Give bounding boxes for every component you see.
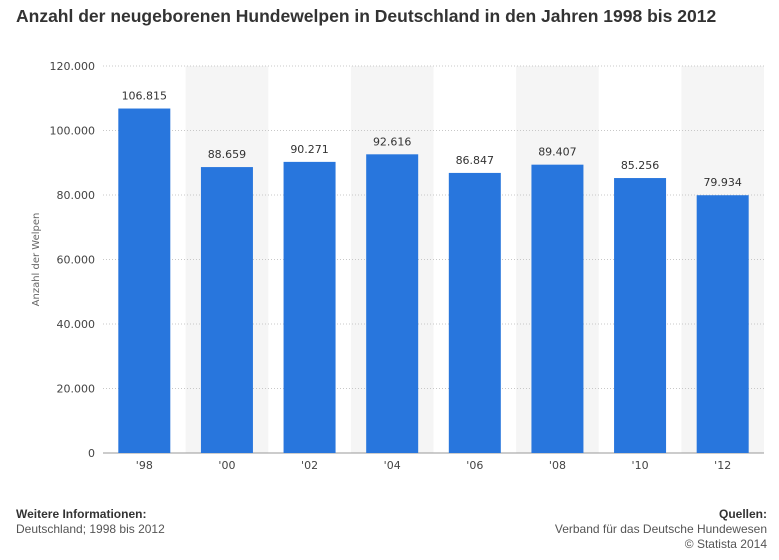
sources-heading: Quellen: <box>718 507 767 521</box>
x-tick-label: '98 <box>136 459 153 472</box>
info-heading: Weitere Informationen: <box>16 507 147 521</box>
x-tick-label: '02 <box>301 459 318 472</box>
data-label: 79.934 <box>703 176 742 189</box>
copyright-text[interactable]: © Statista 2014 <box>684 537 767 551</box>
x-tick-label: '06 <box>466 459 483 472</box>
y-tick-label: 120.000 <box>50 60 96 73</box>
y-tick-label: 20.000 <box>57 383 96 396</box>
y-tick-label: 60.000 <box>57 254 96 267</box>
chart-title: Anzahl der neugeborenen Hundewelpen in D… <box>16 6 717 26</box>
y-tick-label: 40.000 <box>57 318 96 331</box>
x-tick-label: '08 <box>549 459 566 472</box>
bar <box>118 108 171 454</box>
x-tick-label: '12 <box>714 459 731 472</box>
x-tick-label: '04 <box>384 459 401 472</box>
bar <box>200 167 253 454</box>
x-tick-label: '10 <box>632 459 649 472</box>
y-axis-label: Anzahl der Welpen <box>31 213 42 307</box>
y-tick-label: 100.000 <box>50 125 96 138</box>
data-label: 85.256 <box>621 159 660 172</box>
footer-info: Weitere Informationen: Deutschland; 1998… <box>16 507 165 537</box>
bar <box>531 164 584 454</box>
data-label: 90.271 <box>290 143 329 156</box>
bar <box>696 195 749 454</box>
data-label: 86.847 <box>456 154 495 167</box>
y-tick-label: 80.000 <box>57 189 96 202</box>
info-text: Deutschland; 1998 bis 2012 <box>16 522 165 536</box>
sources-text[interactable]: Verband für das Deutsche Hundewesen <box>554 522 767 536</box>
data-label: 88.659 <box>208 148 247 161</box>
y-tick-label: 0 <box>88 447 95 460</box>
bar <box>614 178 667 454</box>
bar <box>448 172 501 453</box>
bar <box>283 161 336 453</box>
bar <box>366 154 419 453</box>
data-label: 92.616 <box>373 135 412 148</box>
footer-sources: Quellen: Verband für das Deutsche Hundew… <box>555 507 767 552</box>
x-tick-label: '00 <box>218 459 235 472</box>
bar-chart: 0 20.000 40.000 60.000 80.000 100.000 120.000 A… <box>31 60 764 472</box>
data-label: 89.407 <box>538 146 577 159</box>
data-label: 106.815 <box>122 90 168 103</box>
